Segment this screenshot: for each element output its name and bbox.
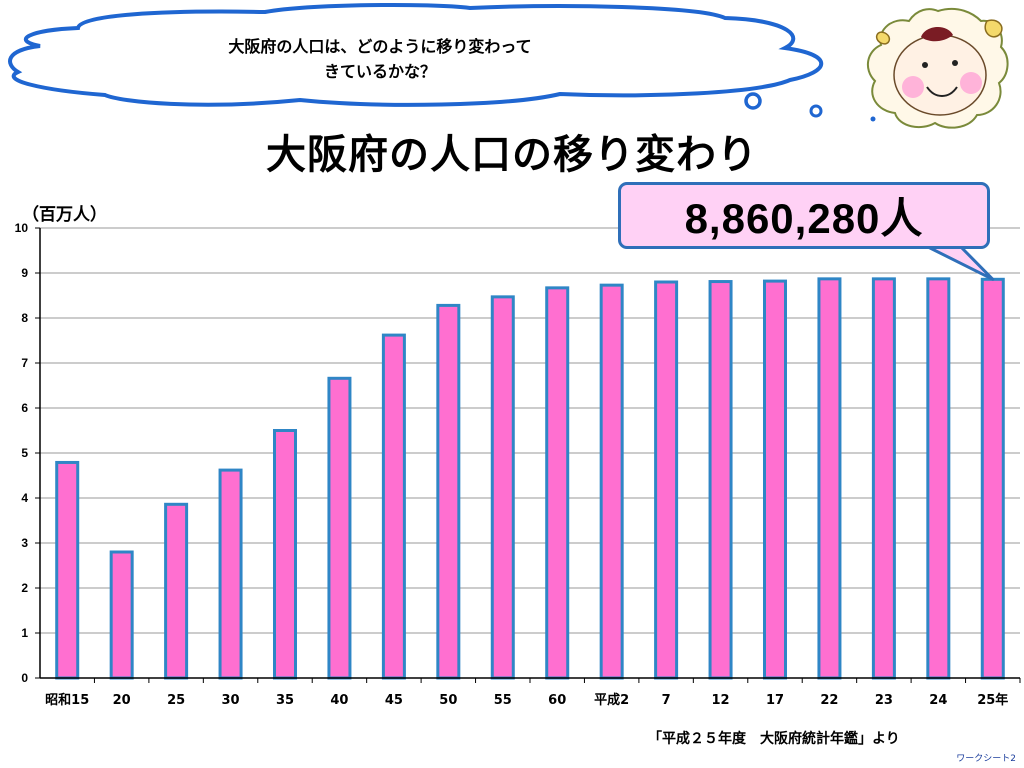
bar	[871, 277, 896, 680]
y-tick-label: 2	[21, 581, 28, 595]
bar	[218, 468, 243, 680]
y-tick-label: 8	[21, 311, 28, 325]
x-tick-labels: 昭和15 20 25 30 35 40 45 50 55 60 平成2 7 12 17 22 23 24 25年	[45, 678, 1021, 708]
bar	[109, 550, 134, 680]
y-tick-label: 0	[21, 671, 28, 685]
y-tick-label: 6	[21, 401, 28, 415]
thought-cloud	[8, 2, 876, 122]
x-tick-label: 24	[929, 693, 947, 708]
bar	[164, 502, 189, 680]
axes	[39, 228, 1020, 679]
x-tick-label: 35	[276, 693, 294, 708]
y-tick-label: 9	[21, 266, 28, 280]
x-tick-label: 23	[875, 693, 893, 708]
x-tick-label: 7	[662, 693, 671, 708]
bar	[273, 429, 297, 680]
bar	[926, 277, 951, 680]
y-tick-labels: 0 1 2 3 4 5 6 7 8 9 10	[15, 221, 40, 685]
bar	[599, 283, 624, 680]
latest-population-callout: 8,860,280人	[618, 182, 990, 249]
y-axis-unit-label: （百万人）	[22, 205, 107, 225]
thought-bubble-text: 大阪府の人口は、どのように移り変わって きているかな？	[160, 34, 600, 84]
x-tick-label: 50	[439, 693, 457, 708]
y-tick-label: 4	[21, 491, 28, 505]
x-tick-label: 25年	[977, 692, 1008, 708]
page-title: 大阪府の人口の移り変わり	[266, 132, 758, 178]
y-tick-label: 3	[21, 536, 28, 550]
bar	[763, 279, 787, 680]
bar	[708, 280, 733, 680]
bar	[980, 277, 1005, 680]
bar	[55, 460, 80, 680]
bar	[817, 277, 842, 680]
bars	[55, 277, 1005, 680]
bar	[490, 295, 515, 680]
grid-lines	[40, 227, 1020, 634]
x-tick-label: 45	[385, 693, 403, 708]
child-face-icon	[866, 7, 1009, 129]
callout-value: 8,860,280人	[684, 195, 924, 242]
worksheet-label: ワークシート2	[956, 754, 1016, 764]
bar	[327, 376, 352, 680]
thought-dot-large	[744, 92, 762, 110]
thought-dot-small	[870, 116, 876, 122]
thought-dot-medium	[809, 104, 823, 118]
bar	[381, 333, 406, 680]
bar	[436, 303, 461, 680]
source-note: 「平成２５年度 大阪府統計年鑑」より	[648, 731, 900, 747]
x-tick-label: 平成2	[594, 692, 629, 708]
y-tick-label: 5	[21, 446, 28, 460]
x-tick-label: 12	[712, 693, 730, 708]
x-tick-label: 17	[766, 693, 784, 708]
bubble-line-2: きているかな？	[323, 62, 436, 81]
bar	[654, 280, 679, 680]
x-tick-label: 60	[548, 693, 566, 708]
y-tick-label: 7	[21, 356, 28, 370]
y-tick-label: 10	[15, 221, 29, 235]
x-tick-label: 25	[167, 693, 185, 708]
x-tick-label: 22	[820, 693, 838, 708]
x-tick-label: 40	[330, 693, 348, 708]
bubble-line-1: 大阪府の人口は、どのように移り変わって	[228, 37, 532, 56]
callout-pointer	[920, 242, 995, 281]
x-tick-label: 昭和15	[45, 692, 89, 708]
y-tick-label: 1	[21, 626, 28, 640]
x-tick-label: 30	[222, 693, 240, 708]
x-tick-label: 20	[113, 693, 131, 708]
bar	[545, 286, 570, 680]
x-tick-label: 55	[494, 693, 512, 708]
